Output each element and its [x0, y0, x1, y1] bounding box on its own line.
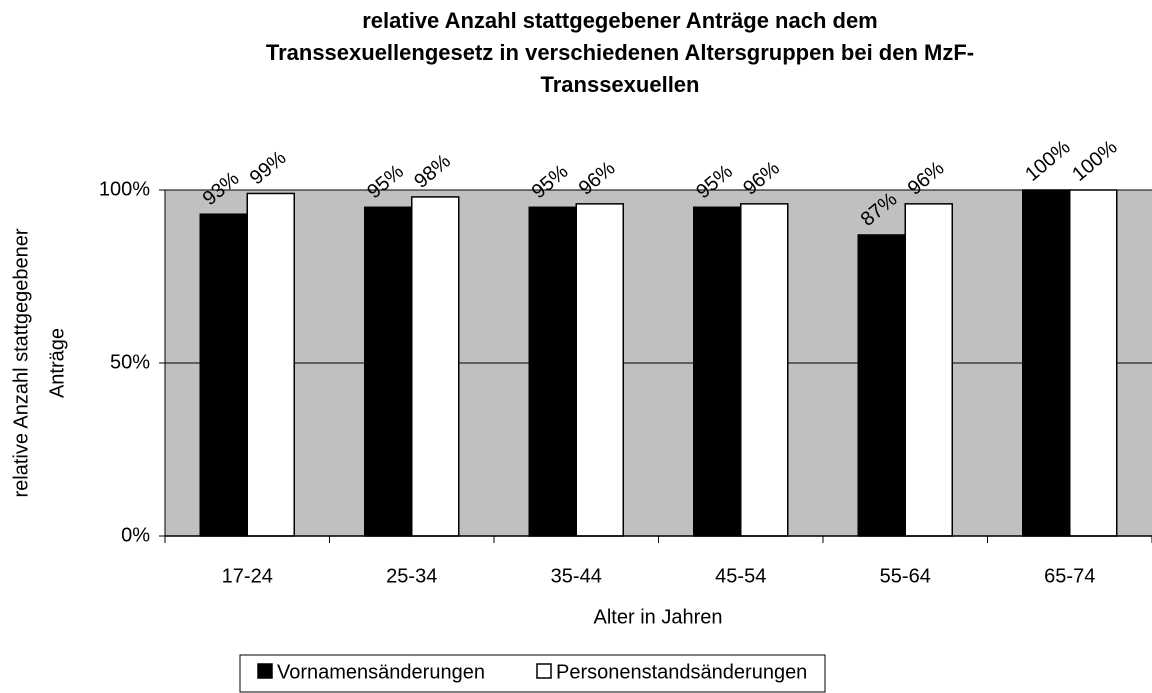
data-label: 100%: [1021, 136, 1074, 186]
x-tick-label: 65-74: [1044, 565, 1095, 587]
x-tick-label: 45-54: [715, 565, 766, 587]
x-axis-label: Alter in Jahren: [594, 606, 723, 628]
data-label: 100%: [1068, 136, 1121, 186]
bar: [246, 192, 295, 537]
bar: [528, 206, 577, 537]
bar: [904, 203, 953, 537]
y-axis-label: Anträge: [46, 328, 68, 398]
chart-title: Transsexuellengesetz in verschiedenen Al…: [266, 40, 974, 65]
y-tick-label: 100%: [99, 178, 150, 200]
chart-title: Transsexuellen: [541, 72, 700, 97]
bar: [1069, 189, 1118, 537]
legend-label: Personenstandsänderungen: [556, 661, 807, 683]
legend-swatch: [257, 663, 273, 679]
bar: [411, 196, 460, 537]
bar: [740, 203, 789, 537]
y-axis-label: relative Anzahl stattgegebener: [10, 228, 32, 497]
y-tick-label: 0%: [121, 524, 150, 546]
bar: [199, 213, 248, 537]
bar: [1022, 189, 1071, 537]
x-tick-label: 17-24: [222, 565, 273, 587]
data-label: 98%: [410, 150, 455, 193]
data-label: 99%: [246, 147, 291, 190]
bar: [575, 203, 624, 537]
x-tick-label: 25-34: [386, 565, 437, 587]
bar: [693, 206, 742, 537]
legend-box: [239, 654, 826, 693]
legend-swatch: [536, 663, 552, 679]
bar: [857, 234, 906, 537]
legend-label: Vornamensänderungen: [277, 661, 485, 683]
bar: [364, 206, 413, 537]
y-tick-label: 50%: [110, 351, 150, 373]
x-tick-label: 55-64: [880, 565, 931, 587]
chart-title: relative Anzahl stattgegebener Anträge n…: [362, 8, 878, 33]
x-tick-label: 35-44: [551, 565, 602, 587]
